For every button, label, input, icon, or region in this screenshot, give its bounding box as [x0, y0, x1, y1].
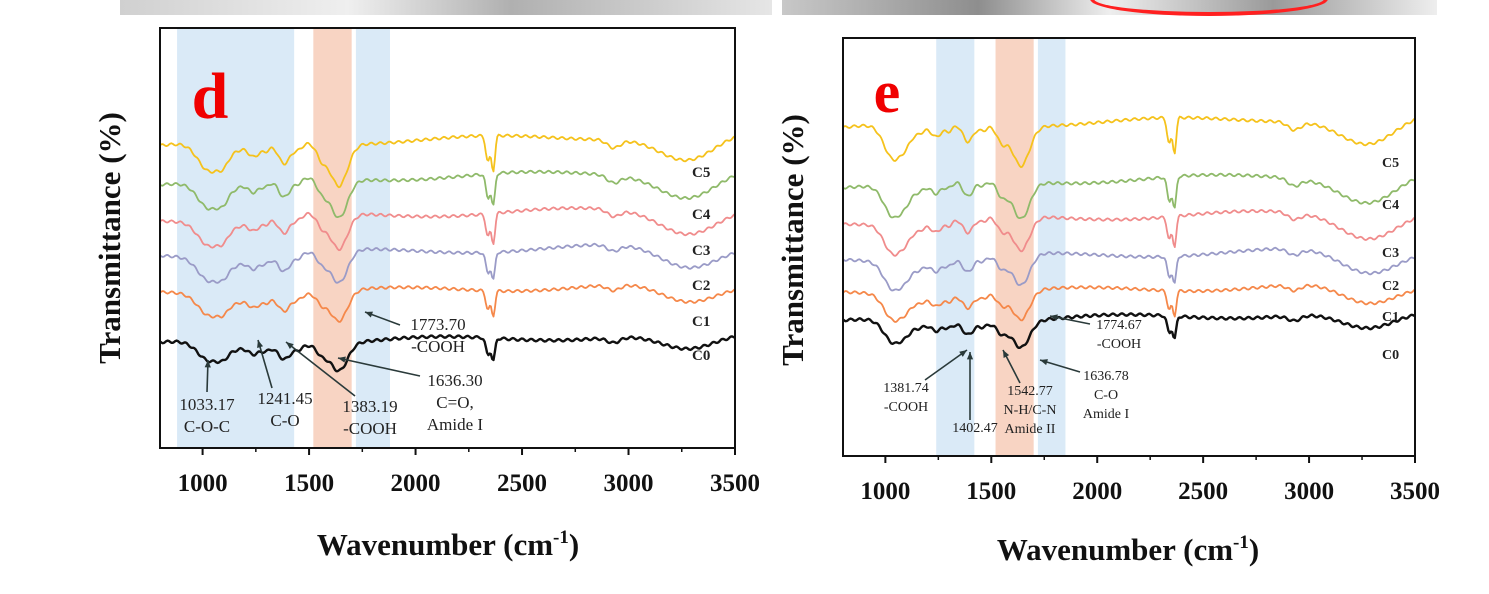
x-axis-title-main: Wavenumber (cm [317, 527, 553, 562]
annotation-label: 1636.78 [1083, 369, 1129, 384]
series-line [159, 169, 736, 219]
x-tick-label: 2000 [1072, 478, 1122, 505]
annotation-label: 1381.74 [883, 381, 929, 396]
x-axis-title: Wavenumber (cm-1) [997, 532, 1259, 567]
y-axis-title: Transmittance (%) [92, 112, 127, 364]
series-line [842, 115, 1416, 169]
x-tick-label: 1500 [284, 470, 334, 497]
annotation-label: 1241.45 [257, 389, 312, 408]
series-label: C0 [692, 348, 710, 364]
annotation-label: N-H/C-N [1004, 403, 1057, 418]
panel-d-chart: C5 C4 C3 C2 C1 C0 1000 1500 2000 2500 3000 3500 Tran… [92, 27, 760, 562]
series-label: C3 [1382, 246, 1399, 261]
x-tick-label: 1500 [966, 478, 1016, 505]
series-line [159, 242, 736, 284]
annotation-arrowhead [286, 342, 294, 349]
series-label: C2 [1382, 279, 1399, 294]
annotation-label: 1402.47 [952, 421, 998, 436]
series-line [159, 133, 736, 189]
annotation-label: C-O [1094, 388, 1118, 403]
annotation-label: 1383.19 [342, 397, 397, 416]
series-label: C5 [1382, 156, 1399, 171]
x-tick-label: 2500 [1178, 478, 1228, 505]
highlight-band [1037, 39, 1066, 455]
plot-frame [842, 37, 1416, 457]
series-label: C4 [1382, 198, 1399, 213]
x-axis-title-main: Wavenumber (cm [997, 532, 1233, 567]
x-tick-label: 3000 [1284, 478, 1334, 505]
x-axis-title: Wavenumber (cm-1) [317, 527, 579, 562]
annotation-label: 1774.67 [1096, 318, 1142, 333]
annotation-label: C=O, [436, 393, 473, 412]
series-line [842, 246, 1416, 292]
annotation-arrow [285, 341, 356, 397]
highlight-band [995, 39, 1034, 455]
annotation-label: 1636.30 [427, 371, 482, 390]
annotation-arrowhead [1040, 359, 1048, 366]
x-axis-title-close: ) [1249, 532, 1259, 567]
x-tick-label: 3500 [1390, 478, 1440, 505]
annotation-arrowhead [365, 311, 373, 318]
annotation-label: -COOH [884, 400, 928, 415]
series-label: C0 [1382, 348, 1399, 363]
series-label: C2 [692, 278, 710, 294]
highlight-band [355, 29, 390, 447]
series-label: C3 [692, 243, 710, 259]
series-line [842, 172, 1416, 220]
annotation-label: Amide I [1083, 407, 1130, 422]
annotation-label: Amide I [427, 415, 484, 434]
x-tick-label: 3500 [710, 470, 760, 497]
annotation-label: 1542.77 [1007, 384, 1053, 399]
series-line [159, 205, 736, 252]
annotation-arrowhead [338, 356, 346, 363]
annotation-arrow [337, 357, 421, 377]
annotation-label: -COOH [343, 419, 397, 438]
highlight-band [936, 39, 975, 455]
series-label: C1 [692, 314, 710, 330]
annotation-label: -COOH [1097, 337, 1141, 352]
top-image-strip-left [120, 0, 772, 15]
annotation-arrowhead [204, 360, 211, 368]
annotation-label: C-O [270, 411, 299, 430]
highlight-band [177, 29, 295, 447]
x-tick-label: 2500 [497, 470, 547, 497]
annotation-arrowhead [966, 352, 974, 360]
plot-frame [159, 27, 736, 449]
series-line [842, 312, 1416, 349]
panel-letter: d [192, 60, 229, 133]
annotation-label: Amide II [1005, 422, 1056, 437]
series-line [159, 334, 736, 373]
series-label: C5 [692, 165, 710, 181]
panel-letter: e [874, 59, 901, 125]
annotation-arrowhead [1050, 314, 1058, 321]
series-line [842, 283, 1416, 323]
x-tick-label: 3000 [604, 470, 654, 497]
x-axis-title-close: ) [569, 527, 579, 562]
series-line [159, 283, 736, 323]
x-tick-label: 2000 [391, 470, 441, 497]
series-line [842, 208, 1416, 257]
x-axis-title-sup: -1 [553, 527, 569, 548]
annotation-arrow [257, 339, 273, 389]
annotation-label: -COOH [411, 337, 465, 356]
x-axis-title-sup: -1 [1233, 532, 1249, 553]
annotation-arrow [924, 349, 968, 381]
annotation-label: 1033.17 [179, 395, 235, 414]
annotation-label: 1773.70 [410, 315, 465, 334]
annotation-arrowhead [257, 340, 264, 348]
x-tick-label: 1000 [178, 470, 228, 497]
y-axis-title: Transmittance (%) [775, 114, 810, 366]
annotation-label: C-O-C [184, 417, 230, 436]
series-label: C4 [692, 207, 711, 223]
x-tick-label: 1000 [860, 478, 910, 505]
annotation-arrowhead [959, 350, 967, 357]
annotation-arrowhead [1003, 350, 1010, 358]
